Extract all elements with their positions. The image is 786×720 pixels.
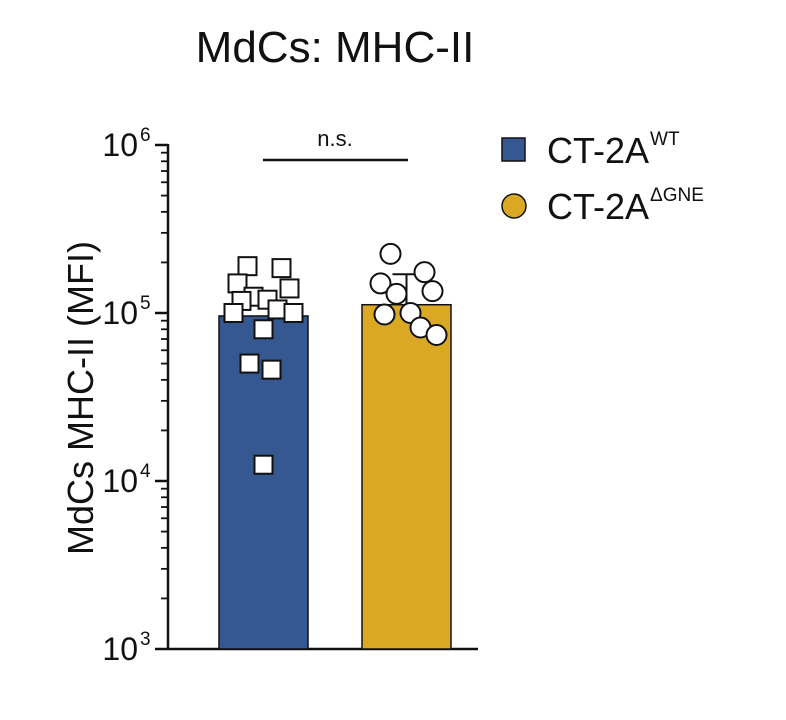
data-point-square — [239, 353, 260, 374]
y-tick-label-exponent: 6 — [140, 125, 151, 146]
y-tick-label: 10 — [102, 463, 138, 499]
y-axis-label: MdCs MHC-II (MFI) — [60, 241, 101, 555]
data-point-square — [237, 256, 258, 277]
data-point-circle — [413, 261, 436, 284]
y-tick-label-base: 10 — [102, 631, 138, 667]
data-point-square — [253, 454, 274, 475]
y-tick-label-base: 10 — [102, 127, 138, 163]
data-point-circle — [373, 303, 396, 326]
data-point-circle — [379, 242, 402, 265]
data-point-circle — [425, 323, 448, 346]
legend-label: CT-2A — [547, 130, 649, 171]
data-point-circle — [369, 272, 392, 295]
data-point-square — [253, 319, 274, 340]
chart-title: MdCs: MHC-II — [196, 23, 475, 72]
y-tick-label: 10 — [102, 295, 138, 331]
significance-label: n.s. — [317, 126, 352, 151]
data-points — [223, 242, 448, 475]
y-tick-label-exponent: 3 — [140, 629, 151, 650]
data-point-square — [279, 278, 300, 299]
legend-label-superscript: WT — [650, 129, 680, 150]
y-tick-label-exponent: 4 — [140, 461, 151, 482]
legend-swatch-square — [501, 137, 526, 162]
y-tick-label: 10 — [102, 631, 138, 667]
data-point-square — [223, 303, 244, 323]
y-tick-label-base: 10 — [102, 463, 138, 499]
y-tick-label-base: 10 — [102, 295, 138, 331]
significance-bracket: n.s. — [263, 126, 408, 162]
legend-label-superscript: ΔGNE — [650, 185, 704, 206]
bar — [361, 303, 452, 650]
data-point-square — [283, 303, 304, 323]
data-point-square — [261, 359, 282, 380]
data-point-square — [271, 258, 292, 279]
y-tick-label: 10 — [102, 127, 138, 163]
data-point-circle — [385, 282, 408, 305]
legend-swatch-circle — [501, 193, 527, 219]
data-point-circle — [421, 280, 444, 303]
bars — [218, 303, 452, 650]
y-tick-label-exponent: 5 — [140, 293, 151, 314]
legend-label: CT-2A — [547, 186, 649, 227]
